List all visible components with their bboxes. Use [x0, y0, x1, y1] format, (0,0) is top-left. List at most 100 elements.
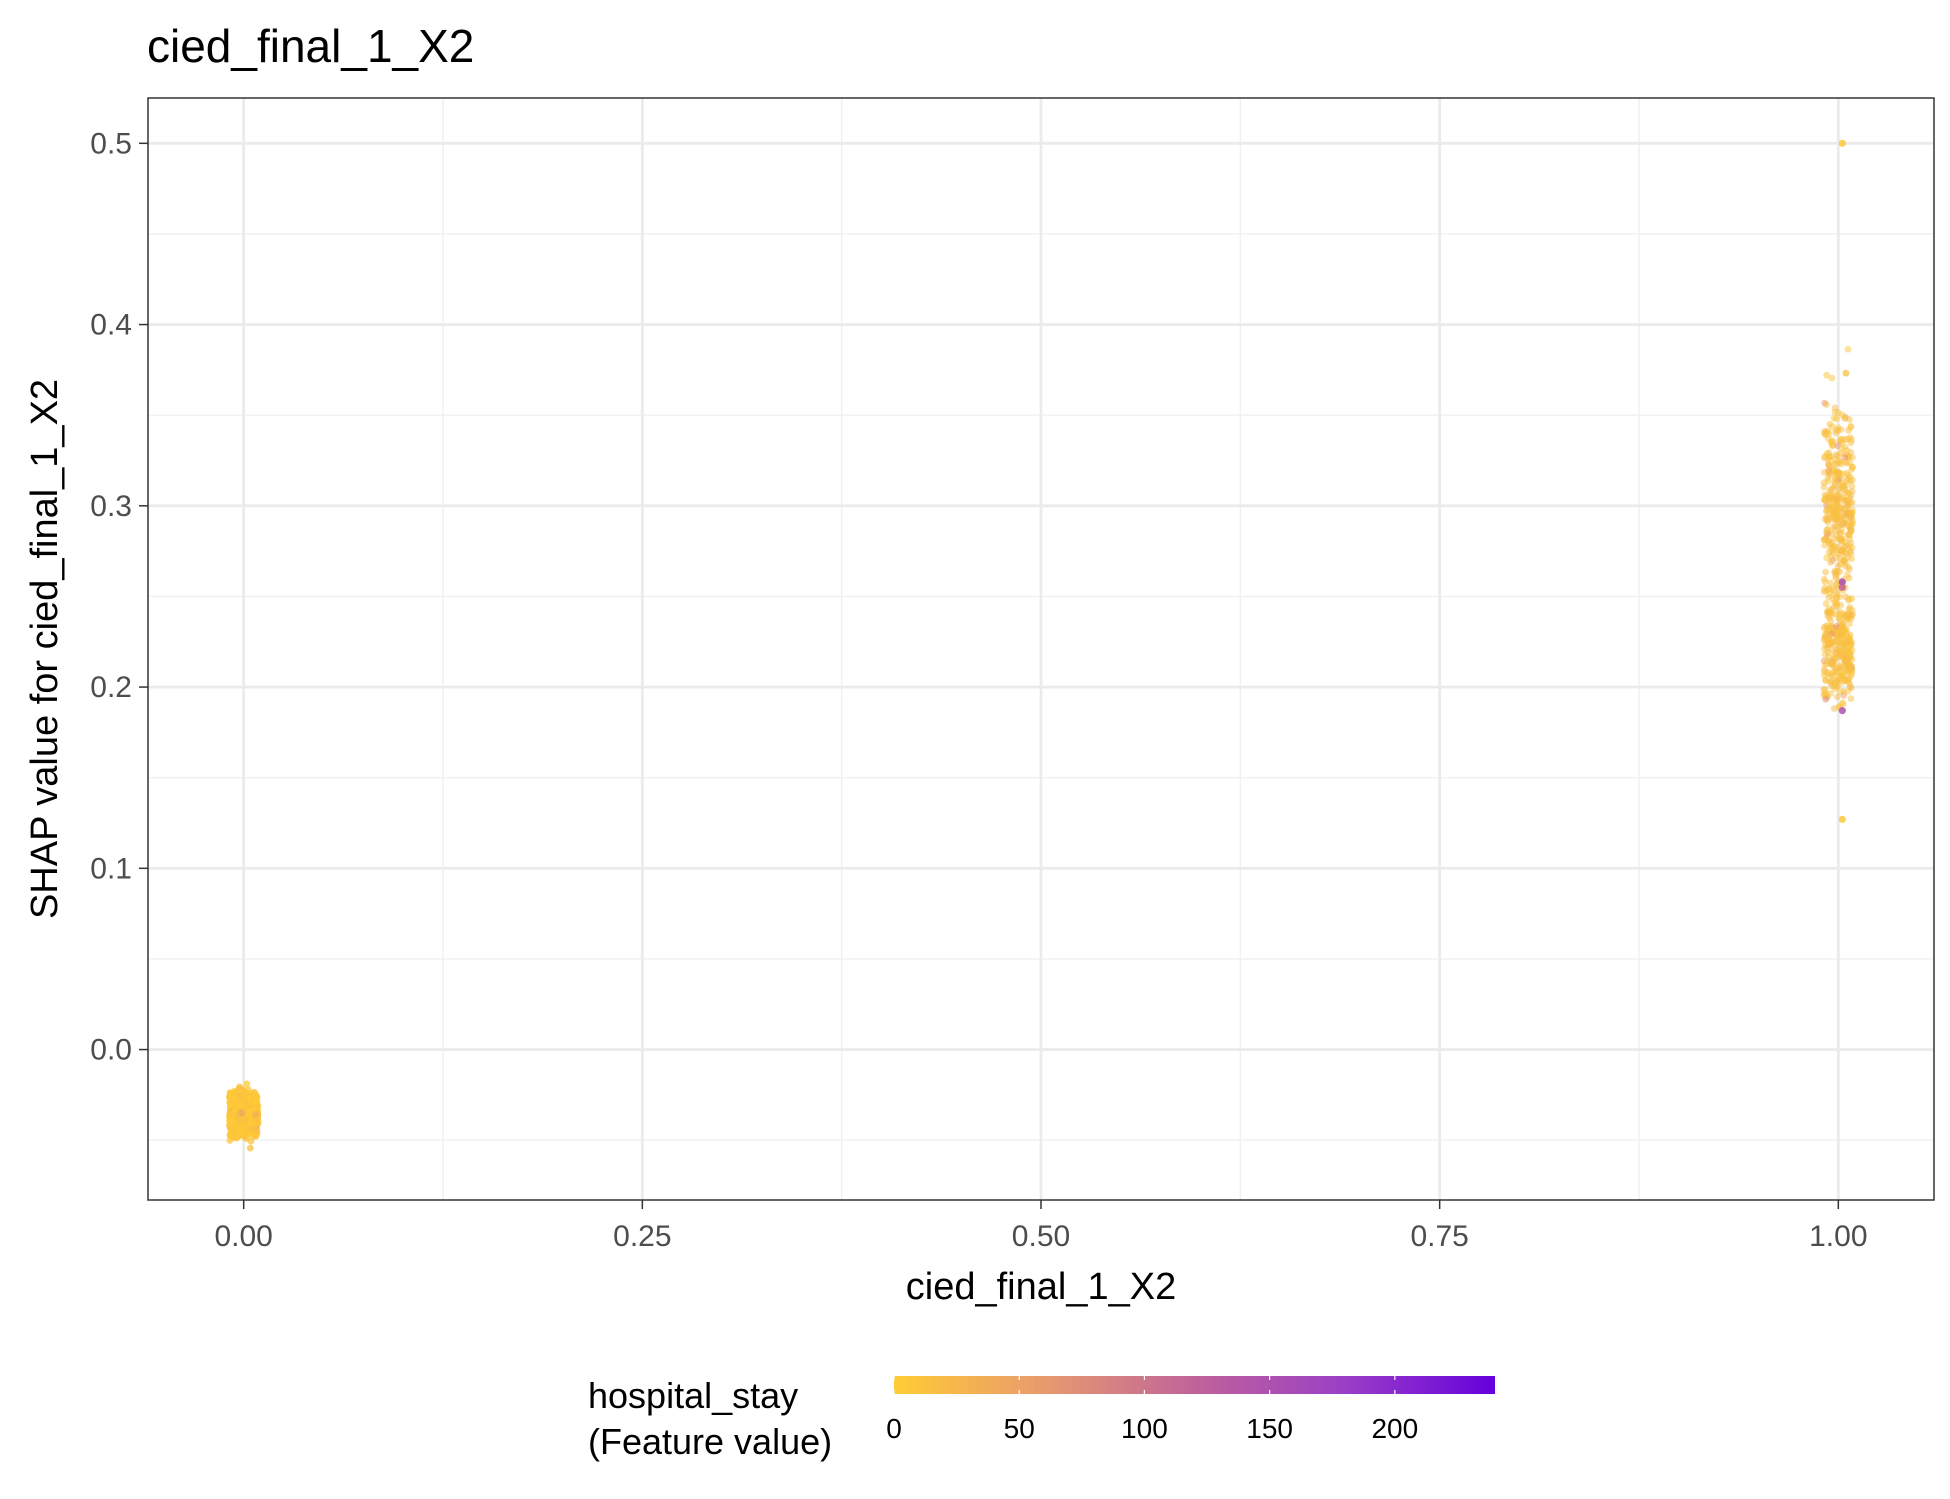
data-point	[1823, 508, 1830, 515]
data-point	[1826, 494, 1833, 502]
data-point	[252, 1110, 259, 1118]
data-point	[1840, 556, 1848, 564]
legend-title-line1: hospital_stay	[588, 1375, 798, 1416]
data-point	[1847, 422, 1855, 430]
data-point	[1847, 642, 1854, 650]
data-point	[252, 1133, 260, 1140]
data-point	[1844, 510, 1852, 517]
data-point	[1833, 415, 1840, 422]
data-point	[1825, 468, 1833, 476]
data-point	[1836, 438, 1844, 445]
data-point	[1848, 555, 1855, 563]
data-point	[1838, 511, 1846, 519]
data-point	[246, 1144, 254, 1152]
data-point	[226, 1110, 234, 1117]
data-point	[1838, 411, 1846, 419]
data-point	[1837, 504, 1845, 512]
y-tick-label: 0.1	[90, 852, 132, 885]
data-point	[1826, 579, 1834, 587]
data-point	[1836, 673, 1844, 680]
data-point	[243, 1080, 251, 1088]
data-point	[1831, 495, 1839, 503]
data-point	[242, 1116, 250, 1124]
data-point	[1828, 374, 1836, 382]
data-point	[1829, 485, 1836, 493]
data-point	[1839, 699, 1847, 707]
y-tick-label: 0.5	[90, 127, 132, 160]
data-point	[1839, 610, 1847, 617]
data-point	[244, 1086, 252, 1093]
y-tick-label: 0.0	[90, 1034, 132, 1067]
data-point	[1846, 434, 1854, 441]
x-axis-title: cied_final_1_X2	[906, 1266, 1176, 1308]
data-point	[1831, 672, 1839, 680]
data-point	[1827, 439, 1835, 446]
data-point	[1839, 620, 1847, 628]
data-point	[1823, 371, 1830, 379]
x-tick-label: 0.75	[1410, 1220, 1468, 1253]
data-point	[1846, 611, 1853, 619]
data-point	[1840, 483, 1848, 491]
grid	[148, 98, 1934, 1200]
data-point	[1838, 578, 1846, 586]
data-point	[1828, 423, 1836, 430]
data-point	[1846, 490, 1853, 497]
data-point	[1825, 461, 1833, 469]
data-point	[1844, 687, 1852, 695]
data-point	[1838, 537, 1845, 545]
data-point	[1824, 477, 1832, 485]
data-point	[1834, 562, 1842, 570]
data-point	[226, 1089, 234, 1097]
data-point	[1823, 554, 1831, 562]
data-point	[1829, 638, 1836, 645]
data-point	[1822, 568, 1829, 576]
data-point	[241, 1098, 249, 1106]
data-point	[1845, 606, 1853, 614]
data-point	[1842, 369, 1850, 377]
x-tick-label: 1.00	[1809, 1220, 1867, 1253]
data-point	[1830, 705, 1838, 712]
x-tick-label: 0.00	[214, 1220, 272, 1253]
data-point	[254, 1119, 262, 1127]
data-point	[242, 1135, 250, 1142]
data-point	[1833, 693, 1841, 701]
data-point	[1831, 408, 1839, 416]
data-point	[1837, 449, 1845, 457]
data-point	[1844, 345, 1852, 353]
legend-colorbar	[894, 1376, 1495, 1394]
legend-title-line2: (Feature value)	[588, 1421, 832, 1462]
data-point	[1825, 430, 1833, 438]
data-point	[1835, 470, 1843, 477]
y-axis: 0.0 0.1 0.2 0.3 0.4 0.5	[90, 127, 148, 1067]
data-point	[1821, 631, 1829, 639]
data-point	[1822, 600, 1830, 607]
data-point	[237, 1116, 245, 1124]
data-point	[1820, 483, 1828, 491]
legend-ticks: 0 50 100 150 200	[886, 1376, 1418, 1444]
y-axis-title: SHAP value for cied_final_1_X2	[24, 379, 66, 919]
data-point	[1845, 574, 1853, 582]
data-point	[1831, 685, 1839, 693]
plot-title: cied_final_1_X2	[147, 20, 474, 72]
data-point	[1848, 482, 1856, 490]
data-point	[1826, 453, 1833, 461]
data-point	[1836, 665, 1844, 672]
color-legend: hospital_stay (Feature value) 0 50 100 150 2…	[588, 1375, 1495, 1462]
data-point	[1831, 568, 1839, 576]
data-point	[1830, 587, 1838, 594]
data-point	[1824, 609, 1831, 616]
data-point	[1825, 624, 1832, 632]
data-point	[1830, 662, 1838, 669]
data-point	[1822, 695, 1830, 703]
data-point	[1842, 633, 1850, 640]
data-point	[1831, 478, 1839, 486]
data-point	[1838, 628, 1846, 635]
data-point	[1845, 661, 1853, 669]
data-point	[251, 1089, 259, 1097]
data-point	[1827, 690, 1834, 697]
data-point	[1821, 536, 1828, 543]
data-point	[1825, 614, 1833, 622]
data-point	[1839, 646, 1846, 654]
y-tick-label: 0.4	[90, 309, 132, 342]
